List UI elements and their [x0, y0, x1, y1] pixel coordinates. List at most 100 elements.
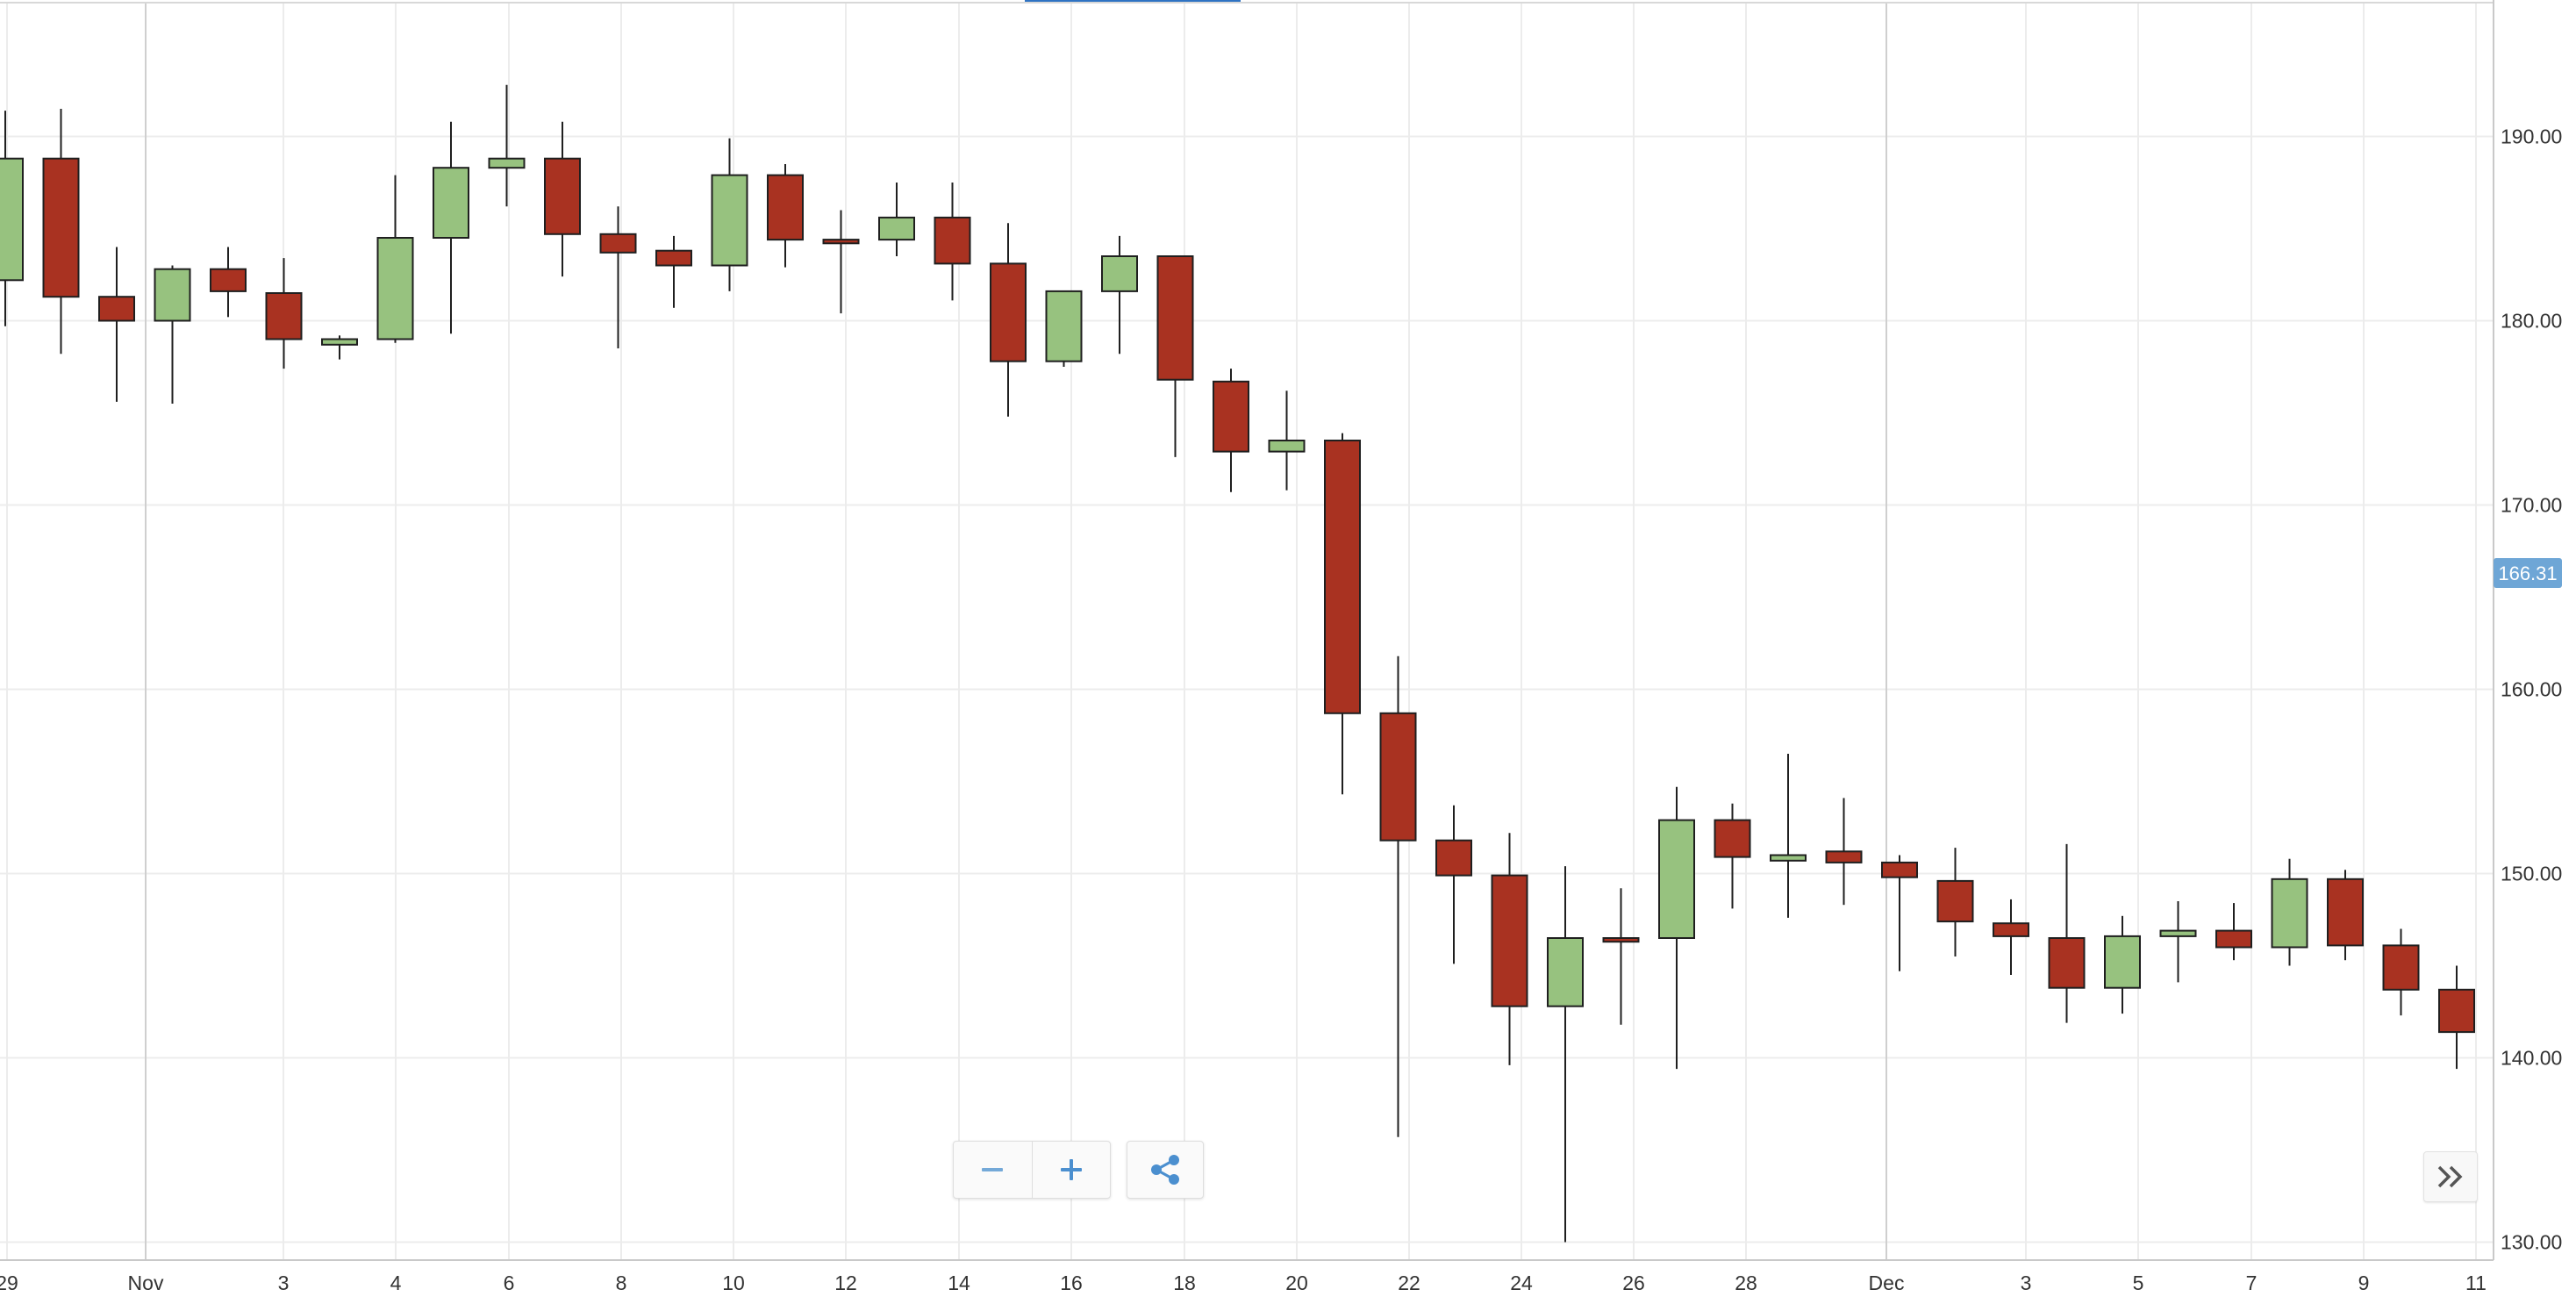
candle	[1770, 754, 1807, 918]
candle-body	[1770, 854, 1807, 862]
current-price-label: 166.31	[2494, 557, 2562, 588]
candle-body	[1045, 290, 1083, 362]
x-tick-label: 3	[278, 1272, 290, 1294]
candle	[599, 206, 637, 348]
candle-body	[1658, 819, 1695, 939]
candle	[376, 175, 414, 343]
candle-body	[2271, 878, 2308, 949]
x-axis: 29 Nov 3 4 6 8 10 12 14 16 18 20 22 24 26 28 Dec 3 5 7 9 11	[0, 1272, 2487, 1294]
candle-body	[544, 157, 581, 235]
scroll-to-latest-button[interactable]	[2423, 1151, 2478, 1202]
candle	[990, 223, 1027, 417]
candle-body	[42, 157, 80, 298]
candle	[1101, 235, 1138, 355]
x-tick-label: 24	[1510, 1272, 1533, 1294]
candle	[1268, 390, 1306, 491]
zoom-in-button[interactable]	[1031, 1142, 1111, 1198]
candle	[42, 109, 80, 355]
candle-body	[1324, 440, 1361, 714]
candle	[1658, 786, 1695, 1070]
x-tick-label: 18	[1173, 1272, 1196, 1294]
candle-body	[154, 268, 191, 322]
price-label-text: 166.31	[2498, 562, 2557, 584]
candle-body	[433, 167, 469, 239]
candle-body	[1602, 937, 1640, 943]
candle	[1156, 255, 1194, 457]
minus-icon	[982, 1168, 1004, 1171]
y-tick-label: 180.00	[2501, 310, 2562, 333]
candle-body	[210, 268, 247, 292]
plus-icon	[1060, 1159, 1082, 1180]
x-tick-label: Nov	[128, 1272, 164, 1294]
x-tick-label: 5	[2133, 1272, 2144, 1294]
candle	[433, 121, 469, 334]
candle-body	[0, 157, 24, 282]
double-chevron-right-icon	[2437, 1165, 2463, 1188]
candle-body	[1714, 819, 1751, 858]
candle-body	[1379, 712, 1417, 842]
candle	[488, 84, 526, 207]
candle-body	[1881, 861, 1918, 878]
x-tick-label: 22	[1398, 1272, 1420, 1294]
candle-body	[711, 174, 748, 267]
candle-body	[822, 239, 860, 245]
candle	[544, 121, 581, 277]
candle-body	[376, 237, 414, 340]
candles	[0, 84, 2475, 1243]
candle	[1602, 888, 1640, 1025]
candle-body	[1156, 255, 1194, 381]
zoom-controls	[953, 1141, 1111, 1199]
candle	[1213, 369, 1249, 492]
candle-body	[1491, 874, 1528, 1007]
candle-body	[2215, 929, 2252, 949]
candle	[1714, 803, 1751, 909]
candle-body	[1101, 255, 1138, 292]
x-tick-label: 16	[1060, 1272, 1083, 1294]
x-tick-label: 20	[1285, 1272, 1308, 1294]
month-separators	[145, 4, 1887, 1260]
share-icon	[1151, 1155, 1179, 1185]
candle-body	[488, 157, 526, 169]
candle-body	[321, 338, 358, 346]
candle-body	[878, 216, 915, 241]
candle	[1936, 848, 1974, 956]
candle-body	[1825, 850, 1863, 863]
candle	[2271, 858, 2308, 966]
candle-body	[1936, 879, 1974, 923]
y-axis: 130.00 140.00 150.00 160.00 170.00 180.00 190.…	[2501, 125, 2562, 1254]
y-tick-label: 160.00	[2501, 678, 2562, 701]
x-tick-label: Dec	[1869, 1272, 1905, 1294]
candle	[878, 183, 915, 256]
candle	[1993, 899, 2029, 975]
candle	[711, 138, 748, 291]
x-tick-label: 29	[0, 1272, 18, 1294]
x-tick-label: 12	[834, 1272, 857, 1294]
candle	[2159, 901, 2197, 983]
grid-lines	[0, 4, 2494, 1260]
candle-body	[265, 292, 303, 340]
candle-body	[1435, 839, 1472, 877]
x-tick-label: 7	[2246, 1272, 2258, 1294]
candle	[321, 335, 358, 360]
candle	[2048, 843, 2086, 1023]
x-tick-label: 28	[1735, 1272, 1757, 1294]
candle-body	[1993, 922, 2029, 937]
x-tick-label: 14	[948, 1272, 970, 1294]
candle-body	[599, 233, 637, 254]
x-tick-label: 10	[722, 1272, 745, 1294]
candle-body	[1268, 440, 1306, 453]
candle	[934, 183, 971, 301]
candle	[2104, 915, 2141, 1014]
candle-body	[2438, 988, 2475, 1034]
candle	[265, 258, 303, 369]
zoom-out-button[interactable]	[954, 1142, 1032, 1198]
x-tick-label: 6	[504, 1272, 515, 1294]
candle-body	[98, 296, 135, 322]
candle	[822, 210, 860, 314]
candle	[1491, 833, 1528, 1065]
share-button[interactable]	[1127, 1141, 1204, 1199]
candle	[2438, 965, 2475, 1070]
x-tick-label: 9	[2358, 1272, 2370, 1294]
candle-body	[2104, 935, 2141, 989]
